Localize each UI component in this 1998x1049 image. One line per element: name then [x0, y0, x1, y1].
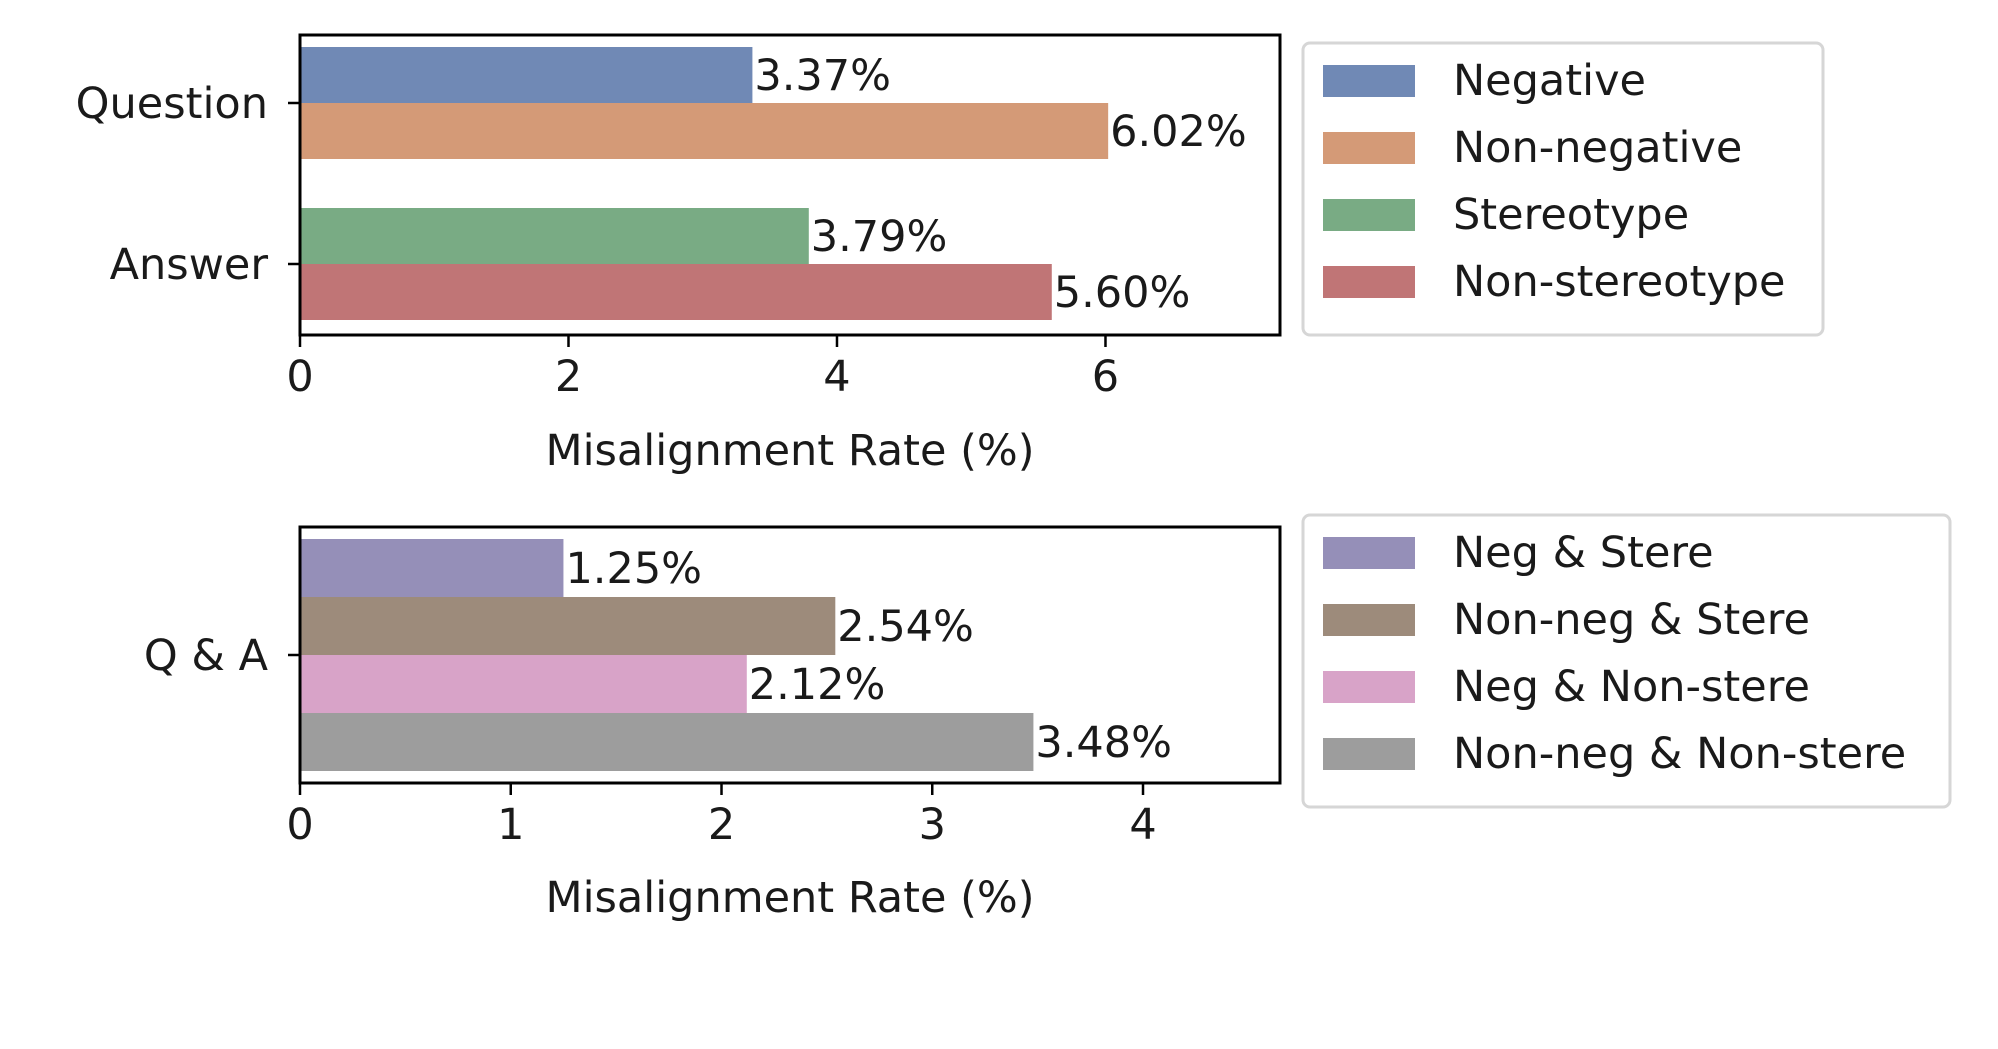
bar-non-stereotype: [300, 264, 1052, 320]
legend-label-neg-stere: Neg & Stere: [1453, 528, 1714, 578]
legend-label-non-neg-stere: Non-neg & Stere: [1453, 595, 1810, 645]
legend-box: [1301, 41, 1825, 337]
bar-stereotype: [300, 208, 809, 264]
bar-non-neg-stere: [300, 597, 836, 655]
x-tick-label: 0: [286, 352, 313, 402]
legend-swatch-non-stereotype: [1323, 266, 1415, 298]
data-label-negative: 3.37%: [754, 51, 891, 101]
legend-label-stereotype: Stereotype: [1453, 190, 1689, 240]
x-tick-label: 2: [555, 352, 582, 402]
legend-swatch-stereotype: [1323, 199, 1415, 231]
legend-swatch-non-negative: [1323, 132, 1415, 164]
legend-swatch-non-neg-stere: [1323, 604, 1415, 636]
legend-box: [1301, 513, 1952, 809]
chart-panel-2: 1.25% 2.54% 2.12% 3.48% Q & A 0 1 2 3 4 Misalignme…: [144, 513, 1952, 923]
legend-label-neg-non-stere: Neg & Non-stere: [1453, 662, 1810, 712]
data-label-neg-stere: 1.25%: [565, 544, 702, 594]
legend-swatch-negative: [1323, 65, 1415, 97]
x-tick-label: 0: [286, 800, 313, 850]
chart-panel-1: 3.37% 6.02% Question 3.79% 5.60% Answer 0 2 4 6 Mi…: [76, 33, 1825, 476]
y-tick-label: Answer: [110, 240, 269, 290]
x-tick-label: 4: [1129, 800, 1156, 850]
x-tick-label: 2: [708, 800, 735, 850]
bar-non-negative: [300, 103, 1109, 159]
plot-frame: [298, 33, 1282, 337]
y-tick-label: Question: [76, 79, 268, 129]
x-tick-label: 3: [919, 800, 946, 850]
bar-neg-stere: [300, 539, 564, 597]
data-label-non-stereotype: 5.60%: [1054, 268, 1191, 318]
legend-swatch-neg-stere: [1323, 537, 1415, 569]
plot-frame: [298, 525, 1282, 785]
data-label-non-negative: 6.02%: [1110, 107, 1247, 157]
bar-non-neg-non-stere: [300, 713, 1034, 771]
x-axis-title: Misalignment Rate (%): [545, 426, 1034, 476]
legend-label-non-stereotype: Non-stereotype: [1453, 257, 1786, 307]
data-label-non-neg-non-stere: 3.48%: [1035, 718, 1172, 768]
legend-label-negative: Negative: [1453, 56, 1646, 106]
legend-swatch-neg-non-stere: [1323, 671, 1415, 703]
x-tick-label: 4: [823, 352, 850, 402]
x-axis-title: Misalignment Rate (%): [545, 873, 1034, 923]
bar-negative: [300, 47, 753, 103]
legend-label-non-negative: Non-negative: [1453, 123, 1742, 173]
data-label-non-neg-stere: 2.54%: [837, 602, 974, 652]
y-tick-label: Q & A: [144, 631, 269, 681]
data-label-stereotype: 3.79%: [811, 212, 948, 262]
legend-swatch-non-neg-non-stere: [1323, 738, 1415, 770]
data-label-neg-non-stere: 2.12%: [749, 660, 886, 710]
x-tick-label: 1: [497, 800, 524, 850]
x-tick-label: 6: [1092, 352, 1119, 402]
bar-neg-non-stere: [300, 655, 747, 713]
legend-label-non-neg-non-stere: Non-neg & Non-stere: [1453, 729, 1906, 779]
